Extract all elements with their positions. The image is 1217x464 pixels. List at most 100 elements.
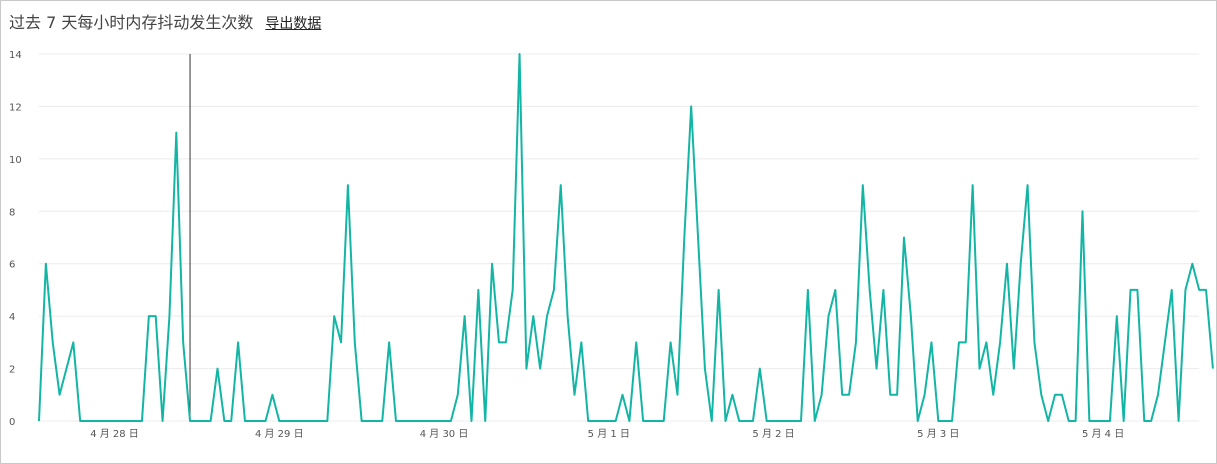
- data-point[interactable]: [91, 419, 96, 424]
- data-point[interactable]: [1114, 314, 1119, 319]
- data-point[interactable]: [771, 419, 776, 424]
- data-point[interactable]: [984, 340, 989, 345]
- data-point[interactable]: [85, 419, 90, 424]
- data-point[interactable]: [263, 419, 268, 424]
- data-point[interactable]: [229, 419, 234, 424]
- data-point[interactable]: [112, 419, 117, 424]
- data-point[interactable]: [1210, 366, 1215, 371]
- data-point[interactable]: [627, 419, 632, 424]
- data-point[interactable]: [853, 340, 858, 345]
- data-point[interactable]: [998, 340, 1003, 345]
- data-point[interactable]: [490, 261, 495, 266]
- data-point[interactable]: [1162, 340, 1167, 345]
- data-point[interactable]: [64, 366, 69, 371]
- data-point[interactable]: [1025, 183, 1030, 188]
- data-point[interactable]: [1176, 419, 1181, 424]
- data-point[interactable]: [421, 419, 426, 424]
- data-point[interactable]: [647, 419, 652, 424]
- data-point[interactable]: [1121, 419, 1126, 424]
- data-point[interactable]: [1066, 419, 1071, 424]
- data-point[interactable]: [297, 419, 302, 424]
- data-point[interactable]: [448, 419, 453, 424]
- data-point[interactable]: [1080, 209, 1085, 214]
- data-point[interactable]: [256, 419, 261, 424]
- data-point[interactable]: [682, 235, 687, 240]
- data-point[interactable]: [387, 340, 392, 345]
- data-point[interactable]: [963, 340, 968, 345]
- data-point[interactable]: [215, 366, 220, 371]
- data-point[interactable]: [208, 419, 213, 424]
- data-point[interactable]: [37, 419, 42, 424]
- data-point[interactable]: [359, 419, 364, 424]
- data-point[interactable]: [579, 340, 584, 345]
- data-point[interactable]: [922, 392, 927, 397]
- data-point[interactable]: [551, 287, 556, 292]
- data-point[interactable]: [194, 419, 199, 424]
- data-point[interactable]: [126, 419, 131, 424]
- data-point[interactable]: [483, 419, 488, 424]
- data-point[interactable]: [160, 419, 165, 424]
- data-point[interactable]: [325, 419, 330, 424]
- data-point[interactable]: [970, 183, 975, 188]
- data-point[interactable]: [435, 419, 440, 424]
- data-point[interactable]: [833, 287, 838, 292]
- data-point[interactable]: [476, 287, 481, 292]
- data-point[interactable]: [1197, 287, 1202, 292]
- data-point[interactable]: [428, 419, 433, 424]
- data-point[interactable]: [606, 419, 611, 424]
- data-point[interactable]: [284, 419, 289, 424]
- data-point[interactable]: [50, 340, 55, 345]
- data-point[interactable]: [908, 314, 913, 319]
- data-point[interactable]: [455, 392, 460, 397]
- data-point[interactable]: [538, 366, 543, 371]
- data-point[interactable]: [950, 419, 955, 424]
- data-point[interactable]: [119, 419, 124, 424]
- data-point[interactable]: [744, 419, 749, 424]
- data-point[interactable]: [352, 340, 357, 345]
- data-point[interactable]: [929, 340, 934, 345]
- data-point[interactable]: [730, 392, 735, 397]
- data-point[interactable]: [593, 419, 598, 424]
- data-point[interactable]: [174, 130, 179, 135]
- data-point[interactable]: [888, 392, 893, 397]
- data-point[interactable]: [895, 392, 900, 397]
- data-point[interactable]: [1018, 261, 1023, 266]
- data-point[interactable]: [586, 419, 591, 424]
- data-point[interactable]: [105, 419, 110, 424]
- data-point[interactable]: [503, 340, 508, 345]
- data-point[interactable]: [1059, 392, 1064, 397]
- data-point[interactable]: [71, 340, 76, 345]
- data-point[interactable]: [764, 419, 769, 424]
- data-point[interactable]: [407, 419, 412, 424]
- data-point[interactable]: [668, 340, 673, 345]
- data-point[interactable]: [881, 287, 886, 292]
- data-point[interactable]: [1053, 392, 1058, 397]
- data-point[interactable]: [524, 366, 529, 371]
- data-point[interactable]: [167, 314, 172, 319]
- data-point[interactable]: [78, 419, 83, 424]
- data-point[interactable]: [496, 340, 501, 345]
- data-point[interactable]: [1183, 287, 1188, 292]
- data-point[interactable]: [153, 314, 158, 319]
- data-point[interactable]: [291, 419, 296, 424]
- data-point[interactable]: [414, 419, 419, 424]
- data-point[interactable]: [805, 287, 810, 292]
- data-point[interactable]: [1046, 419, 1051, 424]
- data-point[interactable]: [1101, 419, 1106, 424]
- data-point[interactable]: [236, 340, 241, 345]
- data-point[interactable]: [380, 419, 385, 424]
- data-point[interactable]: [1204, 287, 1209, 292]
- data-point[interactable]: [901, 235, 906, 240]
- data-point[interactable]: [757, 366, 762, 371]
- data-point[interactable]: [709, 419, 714, 424]
- data-point[interactable]: [222, 419, 227, 424]
- data-point[interactable]: [675, 392, 680, 397]
- data-point[interactable]: [847, 392, 852, 397]
- data-point[interactable]: [146, 314, 151, 319]
- data-point[interactable]: [819, 392, 824, 397]
- data-point[interactable]: [339, 340, 344, 345]
- data-point[interactable]: [242, 419, 247, 424]
- data-point[interactable]: [696, 235, 701, 240]
- data-point[interactable]: [400, 419, 405, 424]
- data-point[interactable]: [1169, 287, 1174, 292]
